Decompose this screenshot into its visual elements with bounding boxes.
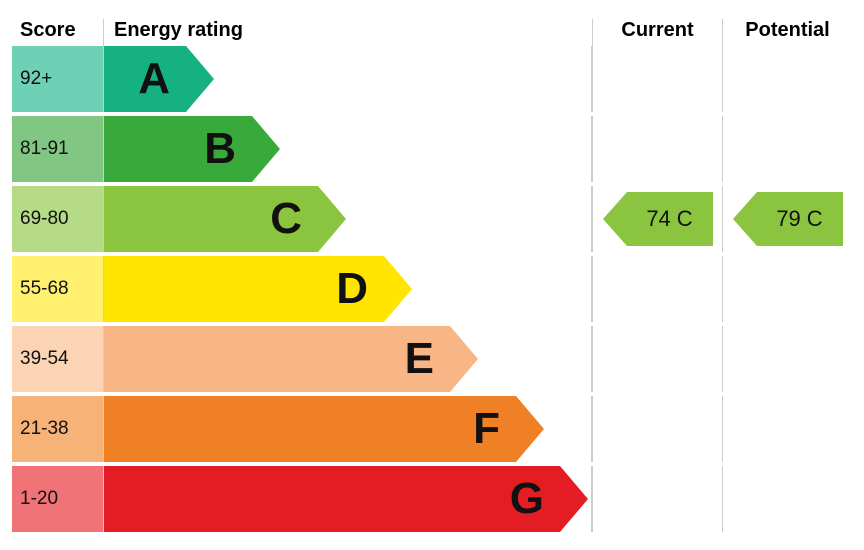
potential-value-number: 79 xyxy=(776,206,800,232)
current-value: 74 C xyxy=(603,192,713,246)
score-cell: 92+ xyxy=(12,46,104,112)
rating-letter: G xyxy=(510,474,544,524)
rating-cell: E xyxy=(104,326,592,392)
current-cell xyxy=(592,46,722,112)
rating-cell: A xyxy=(104,46,592,112)
potential-cell xyxy=(722,46,852,112)
score-cell: 39-54 xyxy=(12,326,104,392)
rating-letter: D xyxy=(336,264,368,314)
current-cell xyxy=(592,326,722,392)
rating-bar: B xyxy=(104,116,280,182)
rating-row: 39-54 E xyxy=(12,326,852,392)
rating-letter: A xyxy=(138,54,170,104)
potential-cell xyxy=(722,256,852,322)
potential-cell: 79 C xyxy=(722,186,852,252)
rating-bar: G xyxy=(104,466,588,532)
score-cell: 21-38 xyxy=(12,396,104,462)
rating-row: 55-68 D xyxy=(12,256,852,322)
rating-bar: A xyxy=(104,46,214,112)
header-current: Current xyxy=(592,19,722,46)
rating-letter: B xyxy=(204,124,236,174)
rating-cell: F xyxy=(104,396,592,462)
current-cell xyxy=(592,396,722,462)
potential-cell xyxy=(722,116,852,182)
header-row: Score Energy rating Current Potential xyxy=(12,10,852,46)
potential-cell xyxy=(722,396,852,462)
rating-bar: F xyxy=(104,396,544,462)
rating-rows: 92+ A 81-91 B 69-80 C 74 C 79 C 55-68 D 39-54 E 21-38 F… xyxy=(12,46,852,540)
epc-chart: Score Energy rating Current Potential 92… xyxy=(12,10,852,540)
rating-row: 92+ A xyxy=(12,46,852,112)
current-value-number: 74 xyxy=(646,206,670,232)
rating-bar: E xyxy=(104,326,478,392)
score-cell: 55-68 xyxy=(12,256,104,322)
potential-cell xyxy=(722,326,852,392)
rating-cell: C xyxy=(104,186,592,252)
current-cell xyxy=(592,116,722,182)
rating-row: 69-80 C 74 C 79 C xyxy=(12,186,852,252)
current-value-letter: C xyxy=(677,206,693,232)
header-rating: Energy rating xyxy=(104,19,592,46)
current-cell xyxy=(592,466,722,532)
rating-cell: G xyxy=(104,466,592,532)
potential-value: 79 C xyxy=(733,192,843,246)
rating-letter: F xyxy=(473,404,500,454)
rating-letter: C xyxy=(270,194,302,244)
score-cell: 81-91 xyxy=(12,116,104,182)
rating-cell: B xyxy=(104,116,592,182)
score-cell: 69-80 xyxy=(12,186,104,252)
rating-row: 1-20 G xyxy=(12,466,852,532)
potential-cell xyxy=(722,466,852,532)
rating-row: 81-91 B xyxy=(12,116,852,182)
rating-bar: D xyxy=(104,256,412,322)
potential-value-letter: C xyxy=(807,206,823,232)
rating-bar: C xyxy=(104,186,346,252)
header-score: Score xyxy=(12,19,104,46)
header-potential: Potential xyxy=(722,19,852,46)
current-cell: 74 C xyxy=(592,186,722,252)
rating-cell: D xyxy=(104,256,592,322)
score-cell: 1-20 xyxy=(12,466,104,532)
rating-row: 21-38 F xyxy=(12,396,852,462)
rating-letter: E xyxy=(405,334,434,384)
current-cell xyxy=(592,256,722,322)
